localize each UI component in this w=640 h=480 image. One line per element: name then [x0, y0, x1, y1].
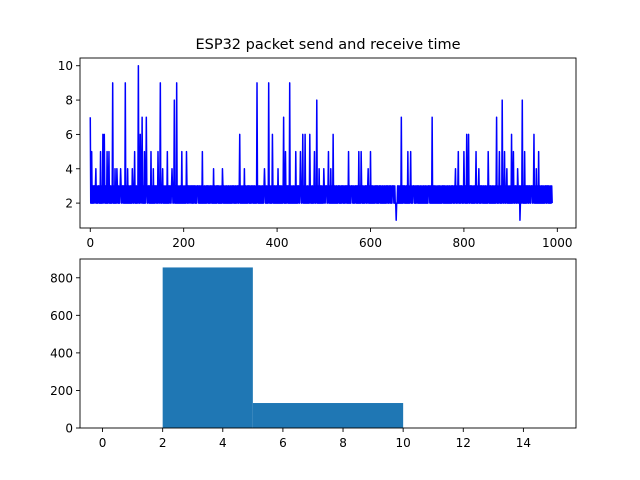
y-tick-label: 2 — [65, 197, 73, 211]
x-tick-label: 800 — [452, 236, 475, 250]
y-tick-label: 6 — [65, 128, 73, 142]
plot-area — [162, 267, 404, 428]
x-tick-label: 600 — [359, 236, 382, 250]
histogram-bar — [252, 403, 404, 428]
y-tick-label: 200 — [50, 384, 73, 398]
histogram-bar — [162, 267, 253, 428]
y-axis: 0 200 400 600 800 — [50, 271, 80, 436]
x-tick-label: 2 — [159, 436, 167, 450]
y-tick-label: 400 — [50, 346, 73, 360]
plot-area — [89, 64, 553, 222]
x-tick-label: 12 — [456, 436, 471, 450]
x-axis: 0 200 400 600 800 1000 — [86, 228, 573, 250]
x-tick-label: 10 — [396, 436, 411, 450]
y-axis: 2 4 6 8 10 — [58, 59, 80, 211]
x-tick-label: 200 — [172, 236, 195, 250]
x-tick-label: 0 — [86, 236, 94, 250]
axes-frame — [79, 57, 577, 229]
y-tick-label: 800 — [50, 271, 73, 285]
y-tick-label: 10 — [58, 59, 73, 73]
x-tick-label: 14 — [516, 436, 531, 450]
y-tick-label: 8 — [65, 94, 73, 108]
x-axis: 0 2 4 6 8 10 12 14 — [99, 428, 531, 450]
x-tick-label: 1000 — [542, 236, 573, 250]
x-tick-label: 0 — [99, 436, 107, 450]
y-tick-label: 4 — [65, 162, 73, 176]
series-line — [89, 64, 553, 222]
y-tick-label: 0 — [65, 422, 73, 436]
chart-title: ESP32 packet send and receive time — [195, 37, 460, 53]
line-chart-axes: ESP32 packet send and receive time 0 200 4… — [58, 37, 577, 250]
x-tick-label: 4 — [219, 436, 227, 450]
axes-frame — [79, 258, 577, 429]
x-tick-label: 8 — [339, 436, 347, 450]
y-tick-label: 600 — [50, 309, 73, 323]
x-tick-label: 400 — [266, 236, 289, 250]
x-tick-label: 6 — [279, 436, 287, 450]
histogram-axes: 0 2 4 6 8 10 12 14 0 200 400 600 800 — [50, 258, 577, 450]
